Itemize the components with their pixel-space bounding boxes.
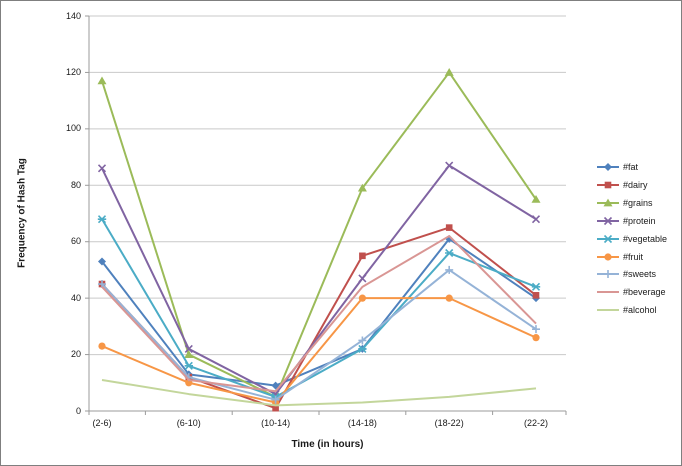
legend-swatch-icon — [597, 216, 619, 225]
series-alcohol — [101, 378, 537, 407]
legend-item-fruit: #fruit — [596, 251, 643, 263]
legend-label: #grains — [623, 197, 653, 208]
legend-label: #fruit — [623, 251, 644, 262]
legend-item-protein: #protein — [596, 215, 656, 227]
legend-item-sweets: #sweets — [596, 268, 656, 280]
legend-item-alcohol: #alcohol — [596, 304, 657, 316]
legend-swatch-icon — [597, 163, 619, 171]
legend-label: #dairy — [623, 179, 648, 190]
legend-swatch-icon — [597, 252, 619, 261]
legend-swatch-icon — [597, 181, 619, 189]
legend-label: #fat — [623, 162, 639, 172]
y-tick-label: 120 — [65, 66, 81, 77]
legend-label: #vegetable — [623, 233, 668, 244]
x-axis-title: Time (in hours) — [291, 439, 364, 450]
legend-item-vegetable: #vegetable — [596, 233, 667, 245]
series-beverage — [101, 235, 537, 393]
y-tick-label: 100 — [65, 123, 81, 134]
legend-swatch-icon — [597, 309, 619, 312]
y-tick-label: 0 — [75, 405, 81, 416]
x-tick-label: (10-14) — [261, 418, 291, 428]
legend-swatch-icon — [597, 198, 619, 207]
y-axis-title: Frequency of Hash Tag — [16, 158, 28, 268]
series-dairy — [98, 224, 540, 412]
x-tick-label: (18-22) — [434, 418, 464, 428]
series-fruit — [98, 294, 540, 407]
legend-label: #alcohol — [623, 305, 657, 316]
legend-label: #beverage — [623, 287, 666, 298]
legend-label: #sweets — [623, 269, 657, 280]
x-tick-label: (22-2) — [523, 418, 548, 428]
y-tick-label: 80 — [70, 179, 81, 190]
legend-label: #protein — [623, 215, 656, 226]
x-tick-label: (14-18) — [347, 418, 377, 428]
legend-item-grains: #grains — [596, 197, 653, 209]
legend-swatch-icon — [597, 234, 619, 243]
legend-item-fat: #fat — [596, 161, 638, 173]
y-tick-label: 40 — [70, 292, 81, 303]
y-tick-label: 140 — [65, 10, 81, 21]
series-sweets — [98, 265, 540, 404]
legend-item-dairy: #dairy — [596, 179, 648, 191]
legend-swatch-icon — [597, 291, 619, 294]
y-tick-label: 20 — [70, 349, 81, 360]
legend-item-beverage: #beverage — [596, 286, 666, 298]
series-vegetable — [97, 215, 541, 401]
x-tick-label: (2-6) — [92, 418, 112, 428]
series-fat — [98, 234, 540, 390]
y-tick-label: 60 — [70, 236, 81, 247]
legend-swatch-icon — [597, 270, 619, 279]
x-tick-label: (6-10) — [176, 418, 201, 428]
